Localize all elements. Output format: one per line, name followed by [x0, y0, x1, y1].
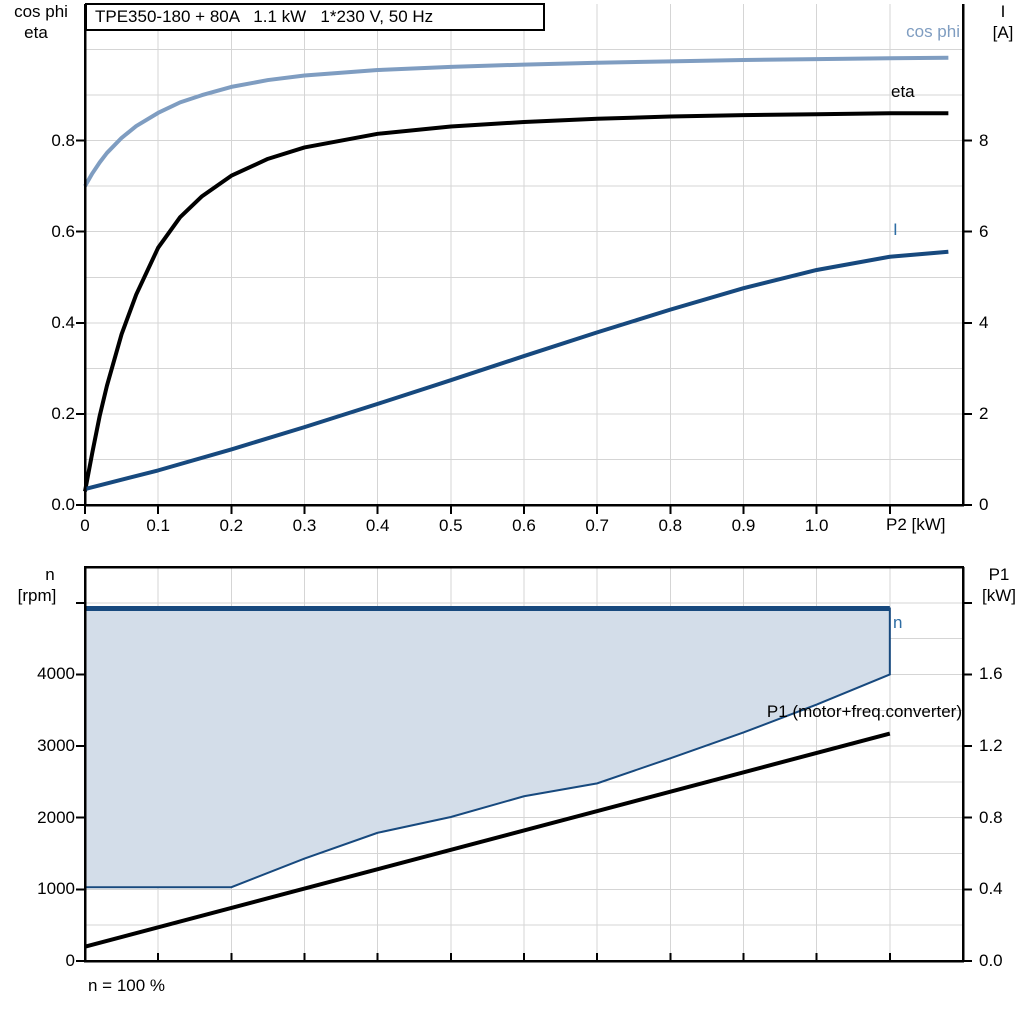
- i-curve: [84, 249, 949, 491]
- x-tick-label: 0.7: [585, 516, 609, 535]
- x-tick-label: 0.9: [731, 516, 756, 535]
- y-left-tick-label: 2000: [37, 807, 75, 827]
- tick-marks: [76, 601, 972, 962]
- p1-curve-label: P1 (motor+freq.converter): [766, 702, 962, 721]
- x-tick-label: 0.2: [219, 516, 244, 535]
- x-tick-label: 0.1: [146, 516, 170, 535]
- y-left-tick-label: 0.0: [51, 495, 75, 514]
- top-right-axis-title-line2: [A]: [992, 23, 1014, 42]
- y-right-tick-label: 4: [979, 312, 989, 332]
- y-right-tick-label: 0.4: [979, 879, 1003, 899]
- tick-marks: [76, 139, 972, 514]
- x-tick-label: 0: [80, 516, 90, 535]
- y-right-tick-label: 8: [979, 130, 989, 150]
- y-left-tick-label: 1000: [37, 879, 75, 899]
- x-axis-unit-label: P2 [kW]: [886, 515, 946, 534]
- y-right-tick-label: 6: [979, 221, 989, 241]
- bottom-left-axis-title-line1: n: [45, 565, 55, 584]
- y-left-tick-label: 3000: [37, 736, 75, 756]
- speed-range-boundary: [84, 607, 891, 889]
- gridlines: [85, 4, 963, 505]
- y-left-tick-label: 0.4: [51, 312, 75, 332]
- y-left-tick-label: 4000: [37, 664, 75, 684]
- x-tick-label: 0.4: [365, 516, 390, 535]
- bottom-left-axis-title-line2: [rpm]: [17, 586, 57, 605]
- speed-annotation: n = 100 %: [88, 976, 166, 995]
- shaded-area: [85, 608, 890, 888]
- x-tick-label: 1.0: [804, 516, 829, 535]
- eta-curve-label: eta: [891, 82, 915, 101]
- y-left-tick-label: 0: [65, 951, 75, 970]
- y-left-tick-label: 0.8: [51, 130, 75, 150]
- x-tick-label: 0.8: [658, 516, 683, 535]
- y-left-tick-label: 0.2: [51, 403, 75, 423]
- y-right-tick-label: 0.8: [979, 807, 1003, 827]
- top-left-axis-title-line2: eta: [24, 23, 48, 42]
- x-tick-label: 0.3: [292, 516, 317, 535]
- speed-curve-label: n: [893, 613, 903, 632]
- y-right-tick-label: 0.0: [979, 951, 1003, 970]
- eta-curve: [83, 111, 949, 492]
- p1-motor-freq-converter--curve: [84, 731, 891, 949]
- bottom-right-axis-title-line1: P1: [988, 565, 1010, 584]
- x-tick-label: 0.6: [512, 516, 536, 535]
- cos-phi-curve: [83, 55, 949, 188]
- current-curve-label: I: [893, 220, 898, 239]
- y-right-tick-label: 0: [979, 495, 989, 514]
- bottom-right-axis-title-line2: [kW]: [982, 586, 1016, 605]
- x-tick-label: 0.5: [439, 516, 463, 535]
- y-right-tick-label: 2: [979, 403, 989, 423]
- cos-phi-curve-label: cos phi: [906, 22, 960, 41]
- top-left-axis-title-line1: cos phi: [14, 2, 68, 21]
- y-right-tick-label: 1.6: [979, 664, 1003, 684]
- y-left-tick-label: 0.6: [51, 221, 75, 241]
- top-right-axis-title-line1: I: [1000, 2, 1006, 21]
- y-right-tick-label: 1.2: [979, 736, 1003, 756]
- chart-title-box: TPE350-180 + 80A 1.1 kW 1*230 V, 50 Hz: [85, 3, 545, 31]
